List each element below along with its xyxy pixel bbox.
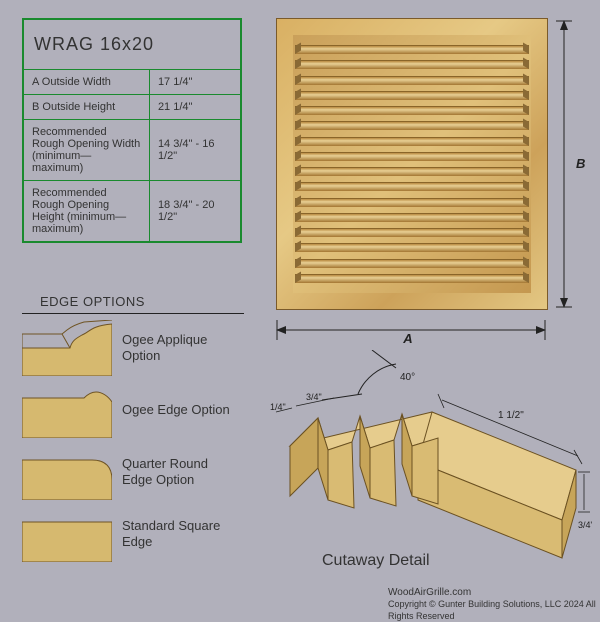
spec-row-value: 14 3/4" - 16 1/2"	[149, 120, 241, 181]
edge-options: EDGE OPTIONS Ogee Applique Option Ogee E…	[22, 294, 244, 568]
grille-slat	[295, 228, 529, 237]
spec-row-value: 17 1/4"	[149, 70, 241, 95]
edge-option-label: Standard Square Edge	[122, 518, 232, 551]
grille-slat	[295, 76, 529, 85]
quarter-round-icon	[22, 444, 112, 500]
spec-table: WRAG 16x20 A Outside Width 17 1/4" B Out…	[22, 18, 242, 243]
cutaway-angle-label: 40°	[400, 372, 415, 383]
cutaway-dim-thickness: 3/4"	[578, 520, 592, 530]
grille-slat	[295, 106, 529, 115]
square-edge-icon	[22, 506, 112, 562]
grille-slat	[295, 213, 529, 222]
dim-a-label: A	[402, 331, 412, 344]
edge-option-row: Quarter Round Edge Option	[22, 444, 244, 500]
ogee-applique-icon	[22, 320, 112, 376]
edge-option-row: Ogee Edge Option	[22, 382, 244, 438]
grille-slat	[295, 259, 529, 268]
credit-block: WoodAirGrille.com Copyright © Gunter Bui…	[388, 586, 600, 622]
spec-title: WRAG 16x20	[23, 19, 241, 70]
cutaway-label: Cutaway Detail	[322, 552, 430, 570]
grille-illustration	[276, 18, 546, 308]
grille-slats	[293, 35, 531, 293]
grille-slat	[295, 60, 529, 69]
spec-row-label: Recommended Rough Opening Height (minimu…	[23, 181, 149, 243]
dimension-b: B	[556, 20, 586, 308]
grille-slat	[295, 91, 529, 100]
edge-option-label: Ogee Applique Option	[122, 332, 232, 365]
spec-row-label: Recommended Rough Opening Width (minimum…	[23, 120, 149, 181]
cutaway-dim-spacing1: 1/4"	[270, 402, 286, 412]
cutaway-dim-spacing2: 3/4"	[306, 392, 322, 402]
spec-row-label: A Outside Width	[23, 70, 149, 95]
grille-slat	[295, 243, 529, 252]
spec-row-value: 21 1/4"	[149, 95, 241, 120]
edge-options-title: EDGE OPTIONS	[22, 294, 244, 314]
dim-b-label: B	[576, 156, 585, 171]
edge-option-label: Ogee Edge Option	[122, 402, 230, 418]
credit-copyright: Copyright © Gunter Building Solutions, L…	[388, 599, 600, 622]
spec-row-label: B Outside Height	[23, 95, 149, 120]
edge-option-row: Ogee Applique Option	[22, 320, 244, 376]
grille-slat	[295, 137, 529, 146]
grille-slat	[295, 198, 529, 207]
edge-option-label: Quarter Round Edge Option	[122, 456, 232, 489]
credit-site: WoodAirGrille.com	[388, 586, 600, 599]
ogee-edge-icon	[22, 382, 112, 438]
grille-frame	[276, 18, 548, 310]
cutaway-dim-depth: 1 1/2"	[498, 410, 524, 421]
grille-slat	[295, 167, 529, 176]
grille-slat	[295, 152, 529, 161]
grille-slat	[295, 274, 529, 283]
spec-row-value: 18 3/4" - 20 1/2"	[149, 181, 241, 243]
grille-slat	[295, 45, 529, 54]
dimension-a: A	[276, 316, 546, 344]
edge-option-row: Standard Square Edge	[22, 506, 244, 562]
grille-slat	[295, 121, 529, 130]
grille-slat	[295, 182, 529, 191]
